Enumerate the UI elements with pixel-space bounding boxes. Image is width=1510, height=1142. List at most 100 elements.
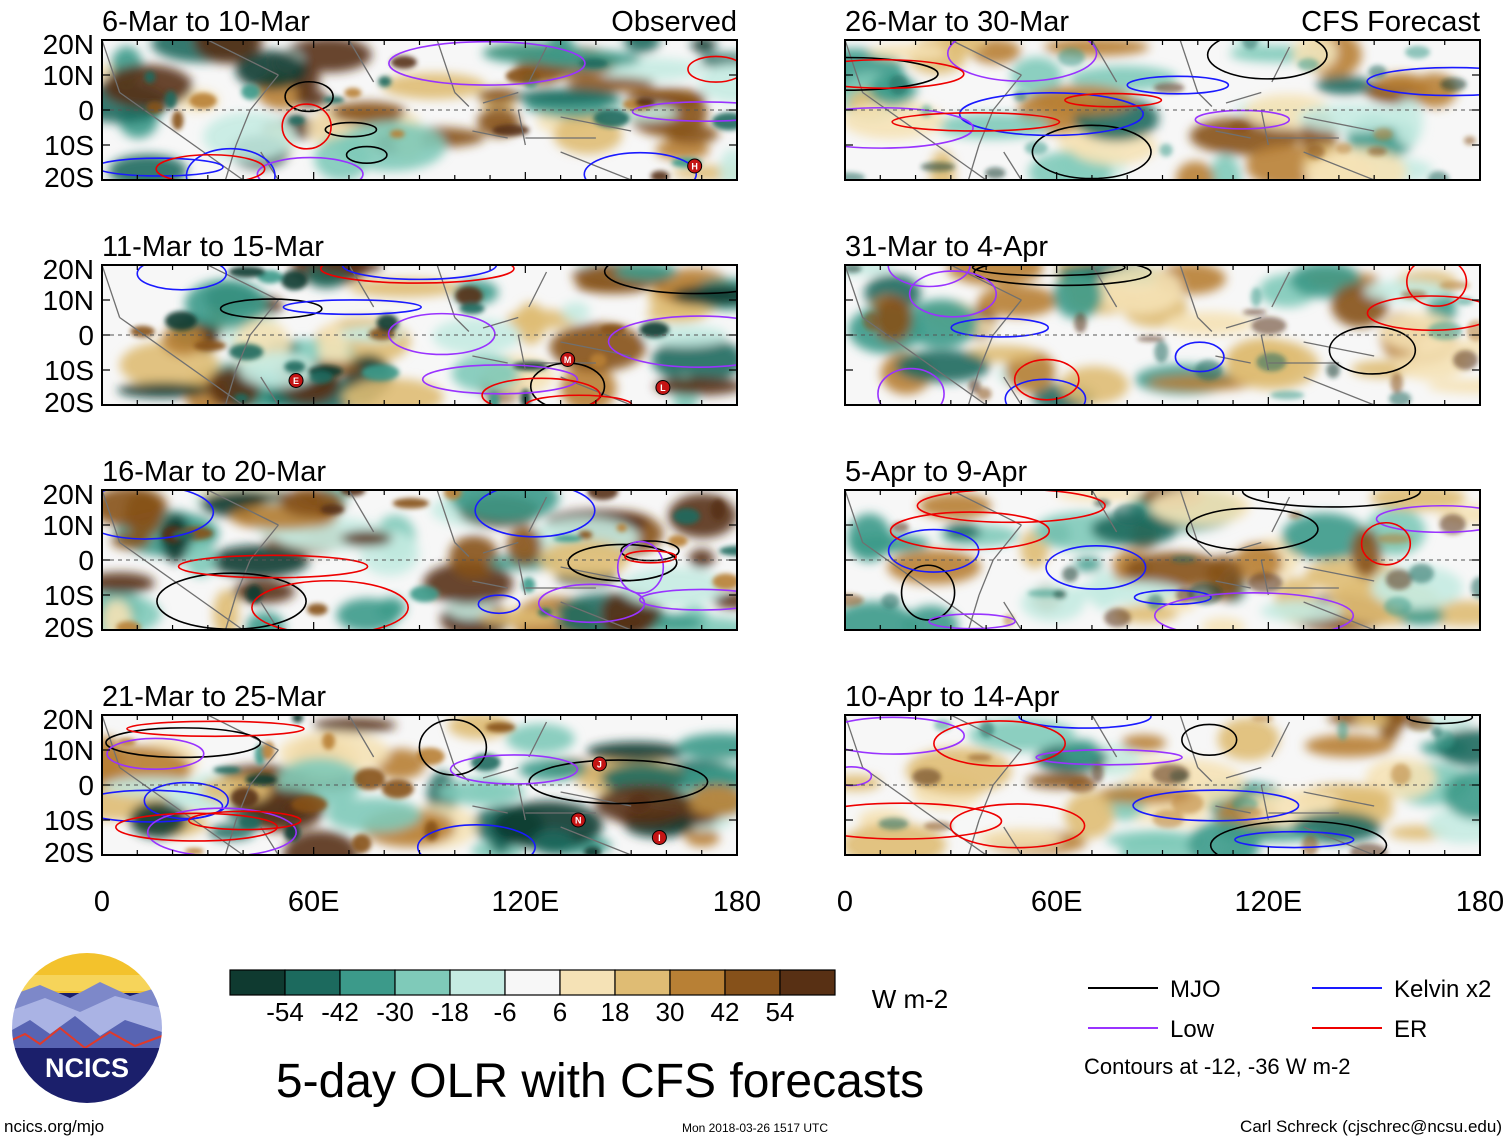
- tc-marker: I: [651, 830, 667, 845]
- x-tick-label: 60E: [288, 886, 340, 918]
- contours: [102, 718, 709, 855]
- legend: MJO Kelvin x2 Low ER Contours at -12, -36 W …: [1084, 976, 1491, 1079]
- y-tick-label: 0: [78, 545, 94, 576]
- colorbar-swatch: [229, 969, 286, 996]
- olr-anomaly-field: [845, 265, 1480, 405]
- chart-title: 5-day OLR with CFS forecasts: [276, 1055, 924, 1108]
- colorbar-swatch: [614, 969, 671, 996]
- colorbar-tick: 54: [766, 997, 795, 1027]
- legend-label: MJO: [1170, 976, 1221, 1003]
- colorbar-units: W m-2: [872, 984, 949, 1014]
- colorbar-tick: 30: [656, 997, 685, 1027]
- y-tick-label: 20N: [43, 254, 94, 285]
- tc-letter: E: [293, 376, 299, 386]
- y-tick-label: 10N: [43, 735, 94, 766]
- colorbar-tick: -6: [493, 997, 516, 1027]
- colorbar-swatch: [449, 969, 506, 996]
- x-tick-label: 180: [713, 886, 761, 918]
- colorbar-swatch: [779, 969, 836, 996]
- column-label: Observed: [611, 6, 737, 38]
- panel-period: 16-Mar to 20-Mar: [102, 456, 326, 488]
- tc-letter: N: [575, 816, 582, 826]
- y-tick-label: 20S: [44, 162, 94, 193]
- coastlines: [845, 490, 1375, 630]
- y-tick-label: 20N: [43, 479, 94, 510]
- contours: [102, 40, 737, 180]
- y-tick-label: 10N: [43, 510, 94, 541]
- colorbar-tick: -54: [266, 997, 304, 1027]
- colorbar-tick: 18: [601, 997, 630, 1027]
- olr-anomaly-field: E M L: [102, 265, 737, 405]
- x-tick-label: 0: [94, 886, 110, 918]
- footer-timestamp: Mon 2018-03-26 1517 UTC: [682, 1121, 828, 1135]
- tc-letter: I: [658, 833, 661, 843]
- y-tick-label: 0: [78, 95, 94, 126]
- colorbar-swatch: [559, 969, 616, 996]
- y-tick-label: 20S: [44, 837, 94, 868]
- tc-marker: L: [655, 380, 671, 395]
- y-tick-label: 20S: [44, 387, 94, 418]
- tc-marker: J: [591, 756, 607, 772]
- x-tick-label: 0: [837, 886, 853, 918]
- legend-label: Kelvin x2: [1394, 976, 1491, 1003]
- x-tick-label: 60E: [1031, 886, 1083, 918]
- panel-period: 5-Apr to 9-Apr: [845, 456, 1027, 488]
- tc-marker: N: [570, 812, 586, 828]
- colorbar-tick: -30: [376, 997, 414, 1027]
- colorbar: -54 -42 -30 -18 -6 6 18 30 42 54 W m-2: [229, 969, 949, 1027]
- x-tick-label: 120E: [491, 886, 559, 918]
- tc-marker: M: [560, 352, 576, 367]
- colorbar-tick: -42: [321, 997, 359, 1027]
- colorbar-swatch: [504, 969, 561, 996]
- panel-period: 26-Mar to 30-Mar: [845, 6, 1069, 38]
- legend-item: Low: [1088, 1016, 1215, 1043]
- ncics-logo: NCICS: [12, 953, 162, 1103]
- legend-item: MJO: [1088, 976, 1221, 1003]
- y-tick-label: 10S: [44, 130, 94, 161]
- y-tick-label: 10S: [44, 355, 94, 386]
- y-tick-label: 0: [78, 320, 94, 351]
- panel-period: 31-Mar to 4-Apr: [845, 231, 1048, 263]
- tc-marker: H: [687, 158, 703, 174]
- contours: [877, 265, 1480, 405]
- olr-anomaly-field: J N I: [102, 715, 737, 855]
- colorbar-swatch: [284, 969, 341, 996]
- colorbar-swatch: [669, 969, 726, 996]
- colorbar-tick: 6: [553, 997, 567, 1027]
- tc-letter: H: [691, 162, 698, 172]
- olr-anomaly-field: [845, 490, 1480, 630]
- olr-anomaly-field: [102, 490, 737, 630]
- y-tick-label: 10N: [43, 60, 94, 91]
- olr-anomaly-field: [845, 715, 1480, 855]
- colorbar-swatch: [339, 969, 396, 996]
- y-tick-label: 20N: [43, 704, 94, 735]
- tc-letter: L: [660, 383, 666, 393]
- contours: [102, 490, 737, 630]
- coastlines: [845, 265, 1375, 405]
- panel-period: 6-Mar to 10-Mar: [102, 6, 310, 38]
- tc-letter: J: [597, 760, 602, 770]
- colorbar-swatch: [724, 969, 781, 996]
- panel-period: 10-Apr to 14-Apr: [845, 681, 1060, 713]
- colorbar-tick: -18: [431, 997, 469, 1027]
- legend-label: Low: [1170, 1016, 1215, 1043]
- map-panel: 10-Apr to 14-Apr: [844, 681, 1481, 856]
- contours: [136, 265, 737, 405]
- legend-label: ER: [1394, 1016, 1427, 1043]
- colorbar-swatch: [394, 969, 451, 996]
- olr-anomaly-field: [845, 40, 1480, 180]
- contours: [887, 490, 1480, 630]
- colorbar-tick: 42: [711, 997, 740, 1027]
- map-panel: 5-Apr to 9-Apr: [844, 456, 1481, 631]
- panel-period: 11-Mar to 15-Mar: [102, 231, 324, 263]
- legend-item: Kelvin x2: [1312, 976, 1491, 1003]
- legend-item: ER: [1312, 1016, 1427, 1043]
- contour-note: Contours at -12, -36 W m-2: [1084, 1054, 1351, 1079]
- y-tick-label: 10S: [44, 580, 94, 611]
- column-label: CFS Forecast: [1301, 6, 1480, 38]
- map-panel: 26-Mar to 30-Mar CFS Forecast: [844, 6, 1481, 181]
